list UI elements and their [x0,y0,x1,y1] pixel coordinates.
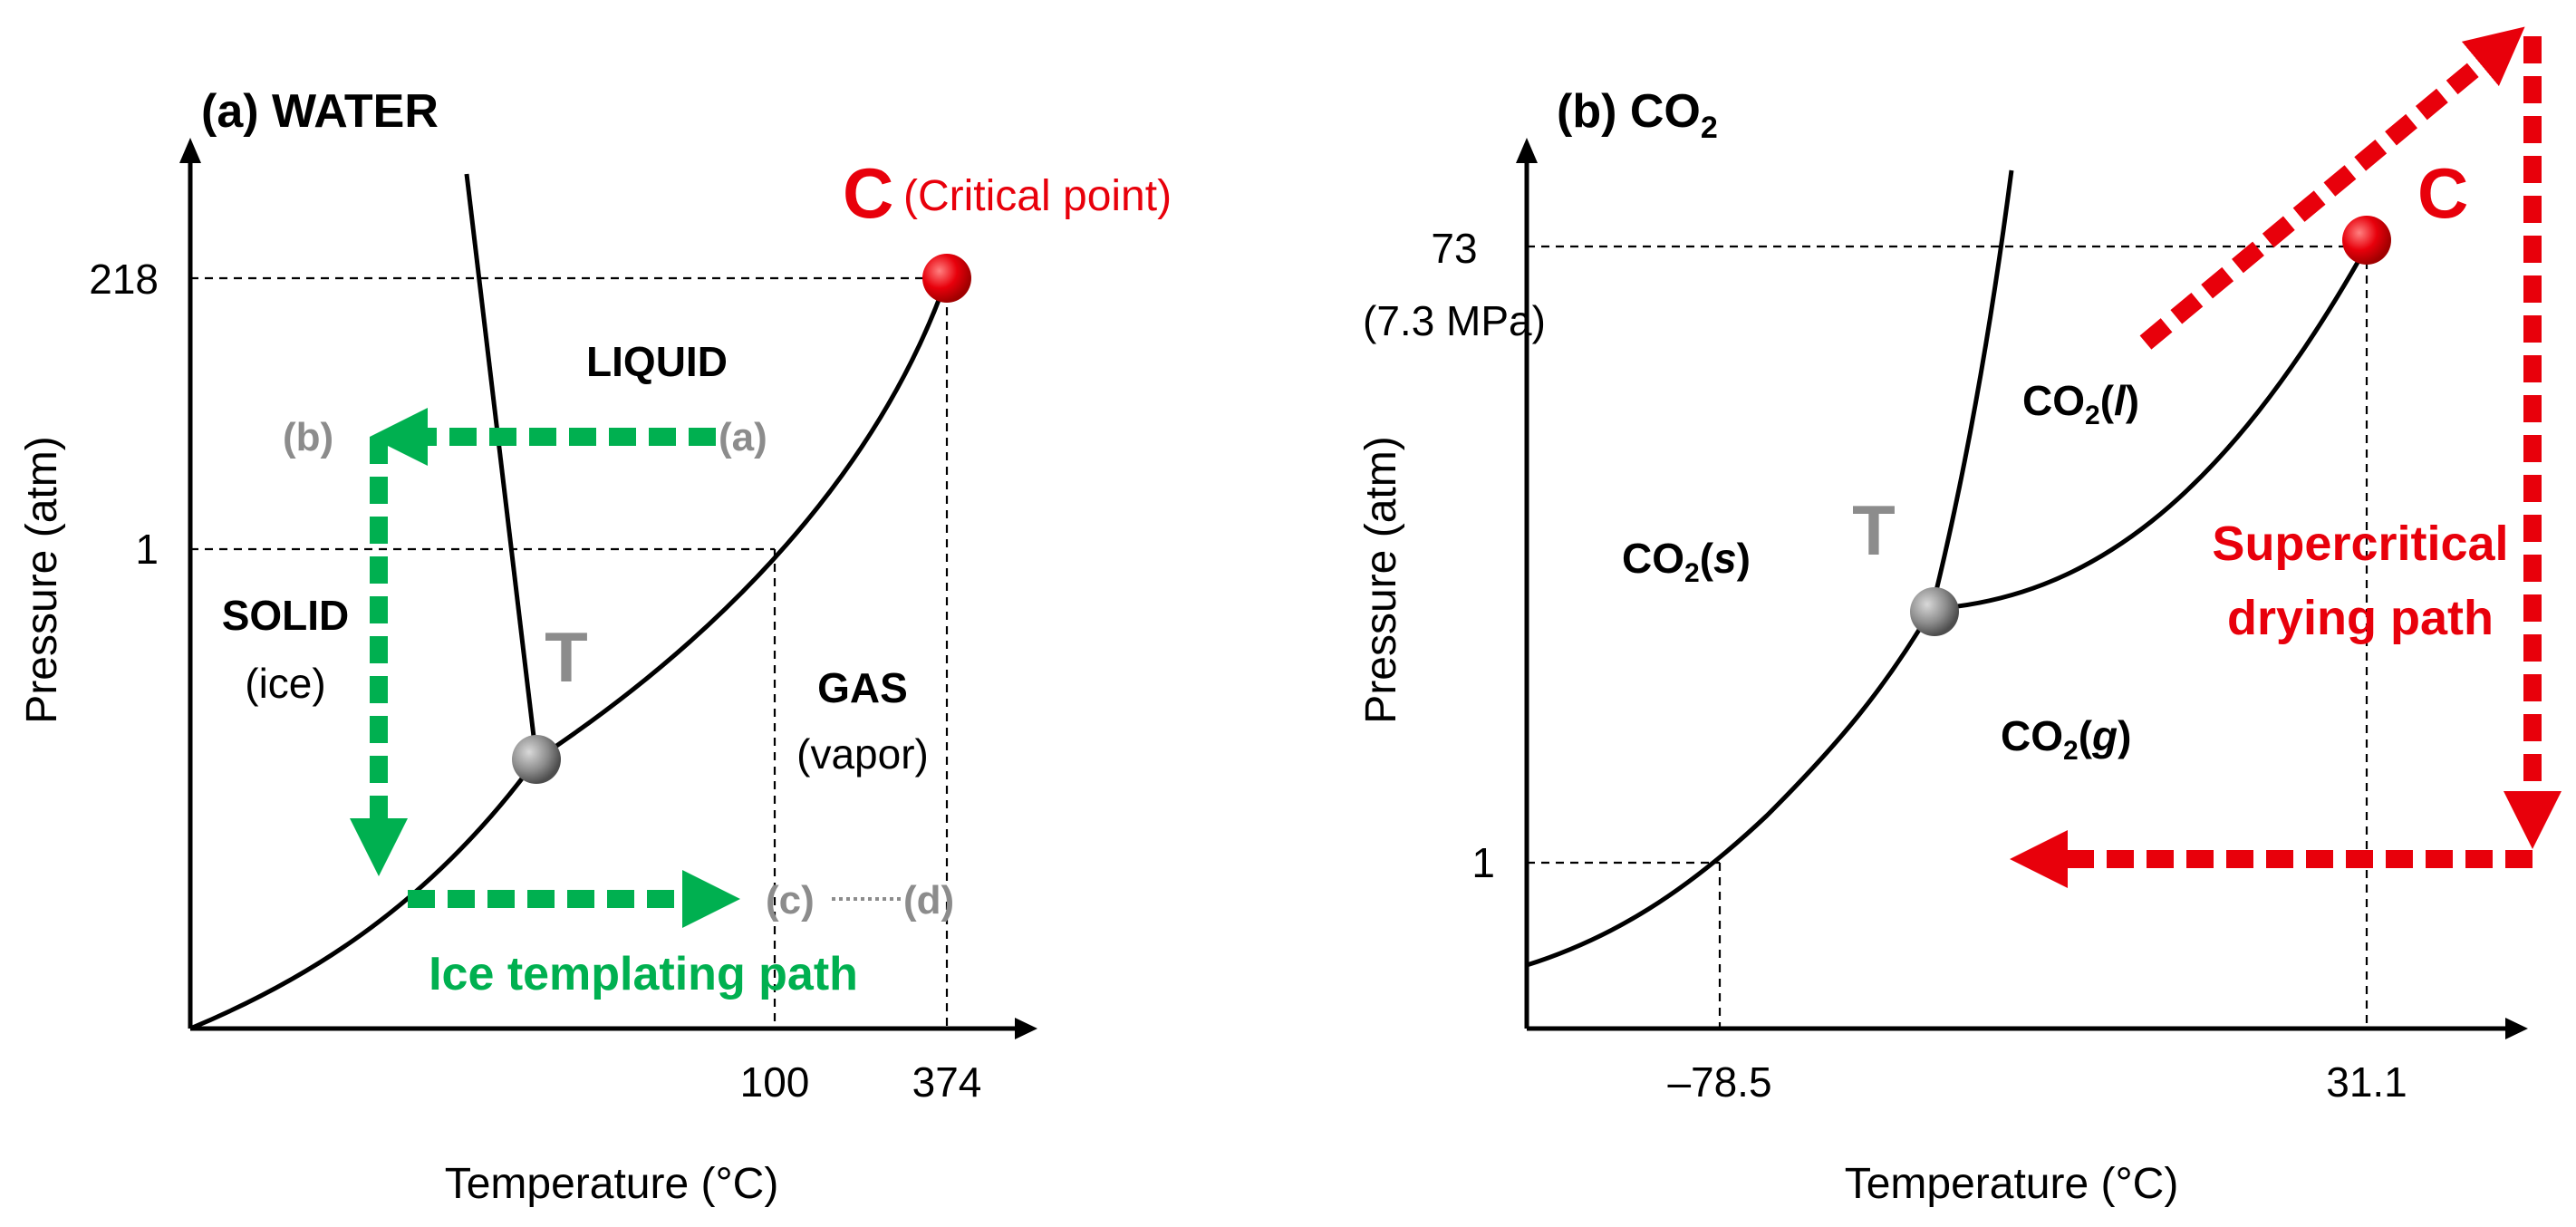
panel-a-triple-letter: T [545,617,588,697]
panel-b-vaporization-curve [1931,245,2369,612]
panel-b-melting-curve [1929,169,2014,610]
panel-a-ylabel: Pressure (atm) [18,436,66,723]
panel-a-x-arrowhead [1015,1018,1037,1039]
panel-b-critical-letter: C [2417,153,2468,233]
svg-text:(b) CO2: (b) CO2 [1557,85,1718,145]
panel-a-y-arrowhead [179,138,201,163]
panel-a-triple-point [512,735,561,784]
panel-a-region-solid-note: (ice) [245,660,325,707]
panel-a-xlabel: Temperature (°C) [445,1160,779,1208]
panel-b-co2: (b) CO2 73 (7.3 MPa) 1 –78.5 31.1 Pressu… [1357,26,2562,1208]
panel-b-xlabel: Temperature (°C) [1845,1160,2179,1208]
panel-b-ytick-73: 73 [1431,225,1477,272]
panel-a-vaporization-curve [535,277,950,762]
panel-b-ytick-1: 1 [1471,839,1495,886]
panel-a-region-gas-note: (vapor) [796,730,929,778]
panel-b-region-liquid: CO2(l) [2022,377,2139,430]
panel-b-path-label-line2: drying path [2227,591,2494,645]
panel-a-water: (a) WATER 218 1 100 374 Pressure (atm) T… [18,85,1172,1208]
panel-a-region-gas: GAS [817,664,908,711]
panel-b-ytick-note: (7.3 MPa) [1363,297,1546,344]
panel-b-x-arrowhead [2505,1018,2528,1039]
panel-a-point-b: (b) [283,415,333,459]
panel-b-y-arrowhead [1516,138,1538,163]
panel-b-xtick-785: –78.5 [1667,1058,1771,1106]
panel-b-path-label-line1: Supercritical [2212,517,2508,571]
panel-a-point-a: (a) [719,415,767,459]
panel-a-critical-point [922,254,971,303]
panel-a-critical-note: (Critical point) [903,172,1172,220]
panel-a-region-liquid: LIQUID [586,338,728,385]
panel-a-melting-curve [464,173,539,760]
panel-b-critical-point [2342,216,2391,265]
panel-a-title: (a) WATER [201,85,439,138]
panel-a-xtick-374: 374 [912,1058,982,1106]
panel-b-ylabel: Pressure (atm) [1357,436,1405,723]
panel-b-title-prefix: (b) CO [1557,85,1701,138]
panel-b-title: (b) CO2 [1557,85,1718,145]
panel-a-sublimation-curve [189,758,539,1031]
panel-b-xtick-311: 31.1 [2326,1058,2407,1106]
panel-a-region-solid: SOLID [222,592,350,639]
panel-a-path-label: Ice templating path [429,948,858,1000]
panel-b-sublimation-curve [1526,607,1934,968]
panel-a-xtick-100: 100 [740,1058,810,1106]
panel-b-title-sub: 2 [1701,111,1718,145]
panel-a-point-d: (d) [903,878,954,923]
panel-b-region-solid: CO2(s) [1622,535,1751,588]
panel-a-ytick-218: 218 [89,256,159,303]
panel-b-triple-point [1910,587,1959,636]
panel-b-region-gas: CO2(g) [2001,712,2131,766]
panel-a-critical-letter: C [843,153,893,233]
panel-a-ytick-1: 1 [135,526,159,573]
panel-a-point-c: (c) [766,878,815,923]
panel-b-triple-letter: T [1852,490,1896,570]
